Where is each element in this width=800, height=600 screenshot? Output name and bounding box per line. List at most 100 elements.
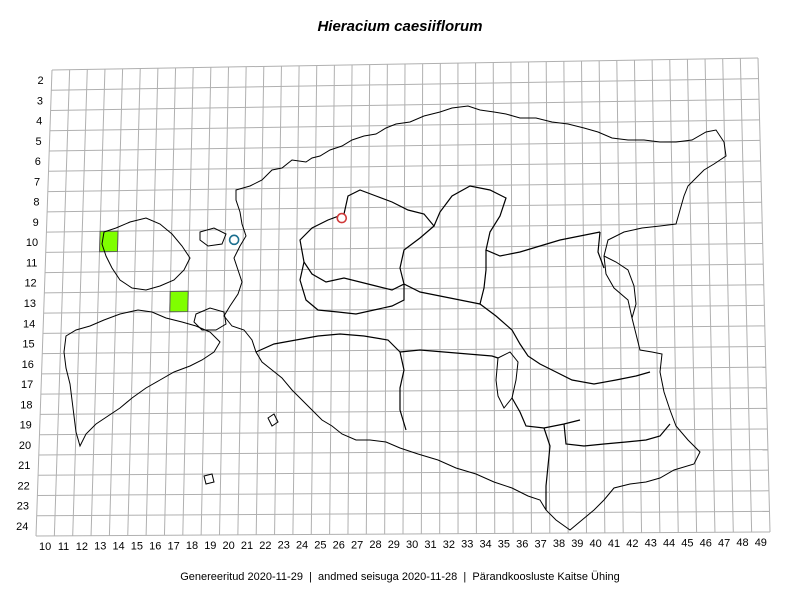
grid-vline [528,61,532,534]
grid-vline [757,57,771,533]
col-label: 46 [700,537,712,549]
grid-hline [46,222,763,233]
row-label: 7 [34,176,40,188]
grid-vline [651,59,661,533]
col-label: 21 [241,540,253,552]
grid-vline [127,68,141,536]
col-label: 22 [259,540,271,552]
grid-vline [492,62,496,534]
grid-vline [347,64,353,535]
occupied-squares [98,230,189,313]
occupied-square [169,290,189,313]
row-label: 20 [19,440,31,452]
grid-vline [439,63,441,534]
row-label: 11 [26,257,37,269]
col-labels: 10 11 12 13 14 15 16 17 18 19 20 21 22 23 24 25 26 27 28 29… [39,537,767,553]
col-label: 24 [296,540,308,552]
county-border-viljandi [399,349,581,429]
county-border-ida-viru [597,231,605,269]
row-label: 9 [33,217,39,229]
observation-point [336,212,348,224]
row-label: 18 [20,399,32,411]
grid-hline [40,387,767,395]
grid-hline [38,469,769,476]
grid-vline [274,66,282,535]
kihnu-island [267,413,279,427]
county-border-jarva [403,250,487,305]
col-label: 16 [149,540,161,552]
grid-vline [219,66,229,536]
col-label: 23 [278,540,290,552]
grid-hline [47,181,762,193]
row-label: 24 [16,521,28,533]
row-label: 8 [33,197,39,209]
grid-vline [581,60,587,534]
row-label: 2 [38,75,44,87]
row-label: 14 [23,318,35,330]
col-label: 40 [590,538,602,550]
col-label: 15 [131,540,143,552]
grid-hline [49,119,760,132]
col-label: 11 [58,541,69,553]
grid-vline [145,68,159,536]
row-label: 16 [22,359,34,371]
grid-vline [475,62,477,534]
col-label: 28 [369,539,381,551]
footer-generated: Genereeritud 2020-11-29 [180,571,303,583]
grid-vline [292,65,300,535]
col-label: 44 [663,538,675,550]
grid-hline [38,449,768,456]
col-label: 41 [608,538,620,550]
vormsi-island [199,227,227,247]
grid-vline [255,66,265,535]
grid-hline [51,78,759,91]
grid-vline [384,64,388,535]
occupied-square [98,230,119,253]
grid-hline [39,428,768,436]
col-label: 45 [681,537,693,549]
grid-hline [42,325,765,334]
county-border-rapla [299,261,405,315]
grid-vline [329,65,335,535]
grid-vline [420,63,424,534]
county-borders [255,185,671,510]
observation-points [228,212,348,246]
county-border-valga-voru [543,423,671,510]
grid-vline [633,60,643,533]
row-label: 5 [35,136,41,148]
col-label: 42 [626,538,638,550]
col-label: 38 [553,538,565,550]
grid-hline [49,139,761,152]
county-border-parnu [255,333,407,431]
grid-vline [616,60,624,533]
col-label: 12 [76,541,88,553]
footer: Genereeritud 2020-11-29 | andmed seisuga… [0,571,800,583]
grid-vline [90,69,106,536]
row-label: 13 [24,298,36,310]
county-border-tartu [479,303,651,385]
row-label: 6 [35,156,41,168]
map-title: Hieracium caesiiflorum [317,18,483,35]
grid-vline [704,58,716,533]
observation-point [228,234,240,246]
col-label: 26 [333,539,345,551]
ruhnu-island [203,473,215,485]
col-label: 25 [314,539,326,551]
grid-hline [37,490,769,496]
col-label: 13 [94,541,106,553]
col-label: 20 [223,540,235,552]
row-label: 23 [17,501,29,513]
grid-hline [43,304,765,314]
saaremaa-island [63,309,221,448]
grid-hline [36,510,770,517]
grid-vline [53,69,71,536]
row-label: 17 [21,379,33,391]
row-label: 10 [26,237,38,249]
grid-vline [686,59,698,533]
grid-vline [510,62,514,534]
grid-vline [237,66,247,535]
grid-vline [72,69,88,536]
grid-vline [108,68,124,536]
mainland-coastline [223,105,727,531]
